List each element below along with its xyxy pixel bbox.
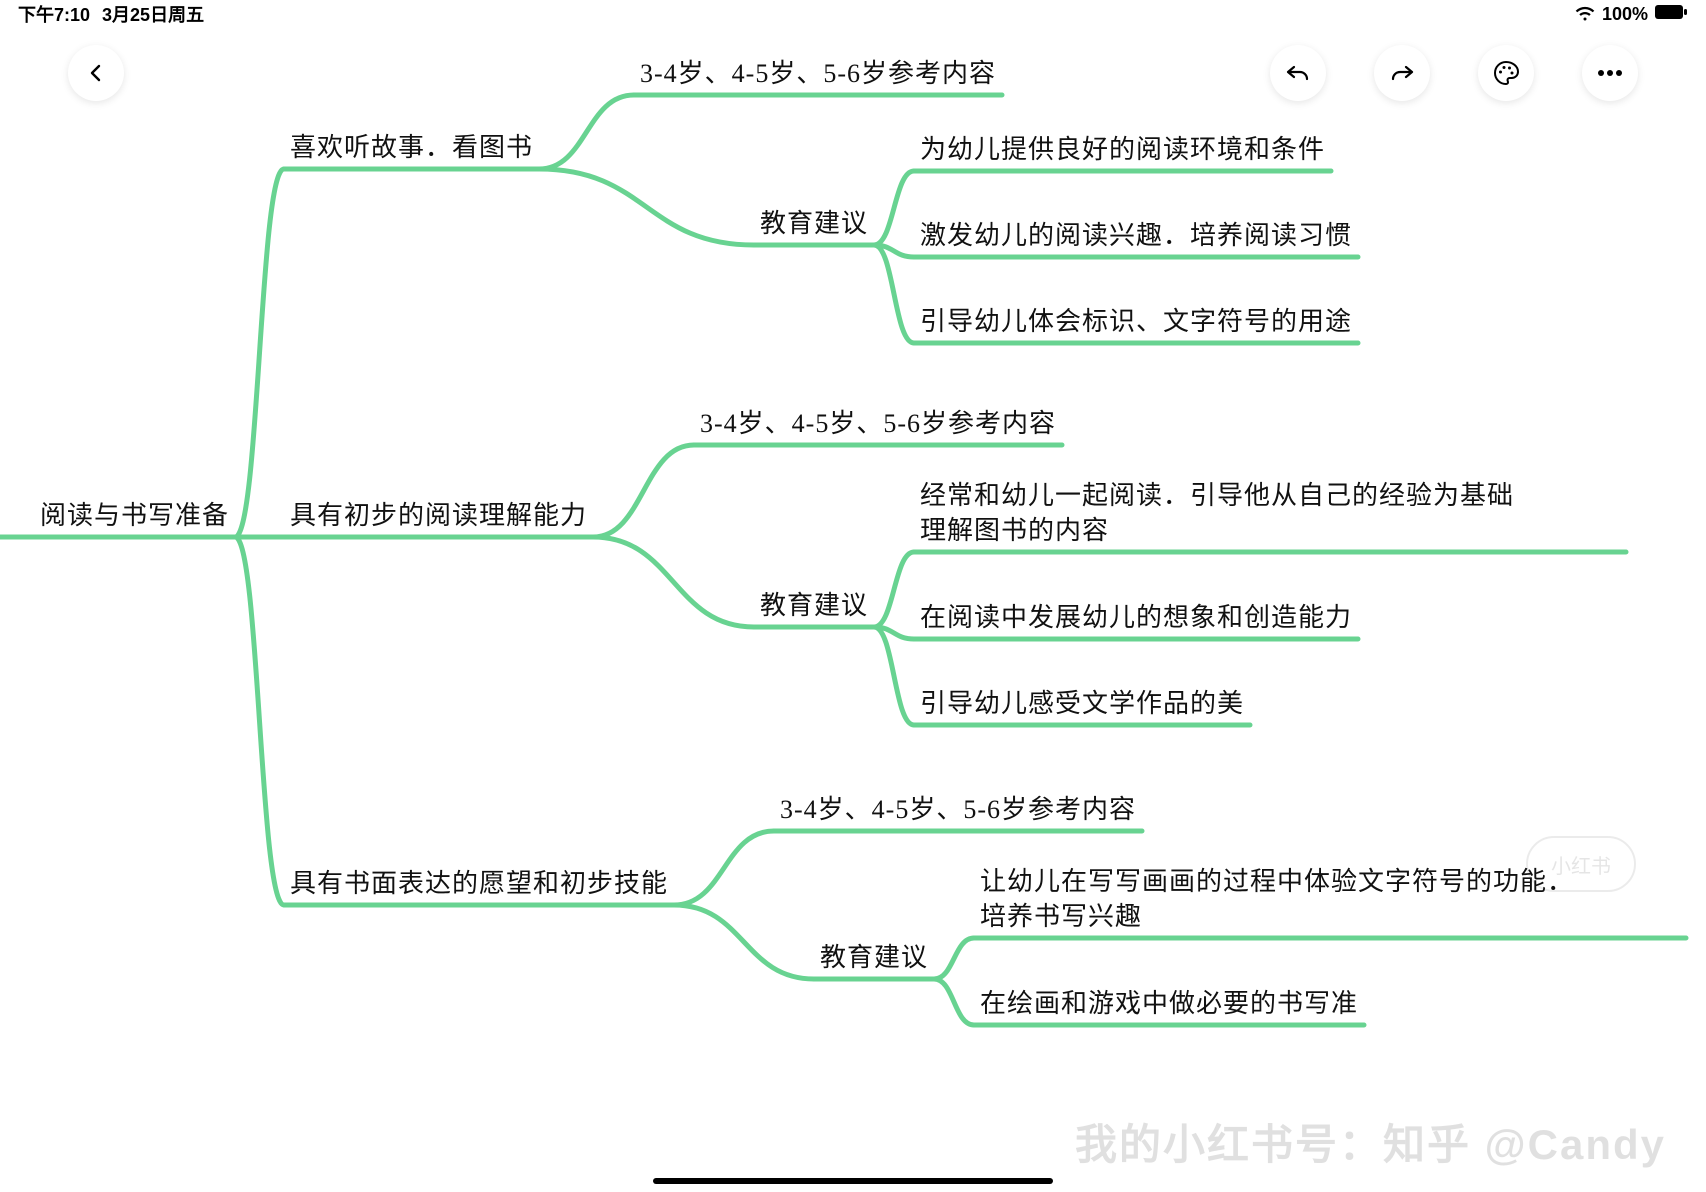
watermark-text: 我的小红书号：知乎 @Candy [1075, 1111, 1666, 1172]
mindmap-node[interactable]: 在绘画和游戏中做必要的书写准 [980, 986, 1358, 1021]
mindmap-node[interactable]: 具有初步的阅读理解能力 [290, 498, 587, 533]
mindmap-node[interactable]: 为幼儿提供良好的阅读环境和条件 [920, 132, 1325, 167]
mindmap-canvas[interactable]: 阅读与书写准备喜欢听故事．看图书3-4岁、4-5岁、5-6岁参考内容教育建议为幼… [0, 0, 1706, 1192]
mindmap-node[interactable]: 引导幼儿感受文学作品的美 [920, 686, 1244, 721]
mindmap-node[interactable]: 教育建议 [760, 588, 868, 623]
mindmap-node[interactable]: 阅读与书写准备 [40, 498, 229, 533]
mindmap-node[interactable]: 3-4岁、4-5岁、5-6岁参考内容 [700, 406, 1056, 441]
mindmap-node[interactable]: 在阅读中发展幼儿的想象和创造能力 [920, 600, 1352, 635]
mindmap-node[interactable]: 3-4岁、4-5岁、5-6岁参考内容 [780, 792, 1136, 827]
mindmap-node[interactable]: 喜欢听故事．看图书 [290, 130, 533, 165]
mindmap-node[interactable]: 激发幼儿的阅读兴趣．培养阅读习惯 [920, 218, 1352, 253]
mindmap-node[interactable]: 引导幼儿体会标识、文字符号的用途 [920, 304, 1352, 339]
home-indicator [653, 1178, 1053, 1184]
mindmap-node[interactable]: 经常和幼儿一起阅读．引导他从自己的经验为基础理解图书的内容 [920, 478, 1620, 548]
mindmap-node[interactable]: 3-4岁、4-5岁、5-6岁参考内容 [640, 56, 996, 91]
mindmap-node[interactable]: 教育建议 [820, 940, 928, 975]
mindmap-node[interactable]: 教育建议 [760, 206, 868, 241]
watermark-bubble: 小红书 [1526, 836, 1636, 892]
mindmap-node[interactable]: 具有书面表达的愿望和初步技能 [290, 866, 668, 901]
